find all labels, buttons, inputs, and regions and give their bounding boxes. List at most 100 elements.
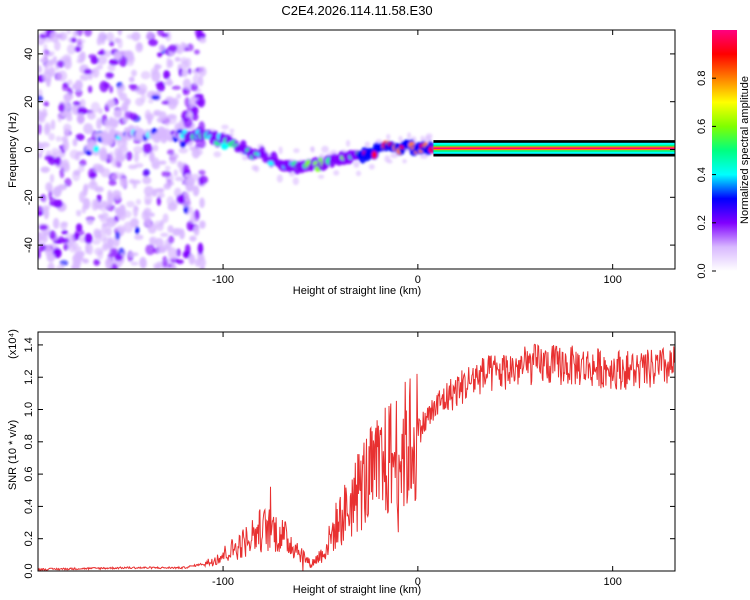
snr-y-tick-label: 1.4 — [23, 337, 35, 352]
heatmap-noise-blob — [101, 243, 109, 251]
heatmap-noise-blob — [41, 196, 48, 204]
heatmap-noise-blob — [152, 144, 159, 152]
snr-y-tick-label: 1.0 — [23, 402, 35, 417]
heatmap-noise-blob — [74, 79, 83, 91]
heatmap-noise-blob — [134, 163, 144, 168]
heatmap-noise-blob — [134, 206, 139, 212]
heatmap-noise-blob — [158, 248, 166, 254]
heatmap-noise-blob — [90, 101, 101, 113]
heatmap-noise-blob — [194, 49, 200, 55]
heatmap-noise-blob — [114, 207, 122, 215]
heatmap-noise-blob — [151, 189, 158, 197]
heatmap-noise-blob — [107, 64, 116, 72]
heatmap-noise-blob — [187, 67, 192, 75]
heatmap-noise-blob — [198, 169, 206, 176]
heatmap-x-tick-label: 100 — [603, 274, 621, 286]
heatmap-noise-blob — [101, 222, 110, 227]
heatmap-noise-blob — [184, 244, 191, 255]
heatmap-noise-blob — [52, 189, 63, 195]
snr-x-tick-label: 0 — [415, 576, 421, 588]
heatmap-noise-blob — [318, 174, 325, 179]
heatmap-noise-blob — [174, 56, 181, 62]
heatmap-noise-blob — [43, 207, 50, 220]
heatmap-noise-blob — [139, 258, 147, 269]
heatmap-noise-blob — [76, 39, 86, 44]
heatmap-noise-blob — [60, 221, 69, 227]
heatmap-noise-blob — [140, 71, 151, 80]
heatmap-noise-blob — [108, 40, 115, 47]
heatmap-noise-blob — [198, 37, 207, 44]
heatmap-noise-blob — [53, 40, 61, 51]
heatmap-noise-blob — [74, 46, 82, 53]
heatmap-noise-blob — [38, 224, 48, 231]
heatmap-noise-blob — [144, 109, 152, 120]
heatmap-noise-blob — [38, 152, 43, 159]
heatmap-noise-blob — [63, 243, 69, 251]
heatmap-noise-blob — [63, 110, 72, 118]
snr-x-ticks: -100 0 100 — [212, 332, 622, 588]
heatmap-noise-blob — [99, 80, 109, 93]
heatmap-noise-blob — [186, 220, 194, 231]
heatmap-noise-blob — [48, 51, 55, 56]
heatmap-noise-blob — [79, 159, 87, 167]
heatmap-noise-blob — [142, 176, 152, 185]
heatmap-noise-blob — [168, 235, 175, 244]
heatmap-noise-blob — [59, 167, 65, 179]
heatmap-noise-blob — [94, 167, 101, 172]
heatmap-noise-blob — [70, 37, 77, 43]
heatmap-noise-blob — [119, 105, 129, 112]
heatmap-noise-blob — [390, 153, 399, 159]
heatmap-noise-blob — [345, 139, 351, 147]
heatmap-noise-blob — [142, 142, 153, 154]
heatmap-noise-blob — [420, 135, 425, 143]
heatmap-noise-blob — [191, 113, 199, 121]
snr-y-multiplier: (x10⁴) — [7, 329, 19, 359]
heatmap-noise-blob — [154, 111, 159, 116]
heatmap-x-label: Height of straight line (km) — [293, 285, 421, 297]
heatmap-noise-blob — [48, 133, 55, 141]
heatmap-noise-blob — [114, 254, 123, 261]
heatmap-noise-blob — [105, 72, 114, 79]
heatmap-noise-blob — [156, 187, 165, 193]
heatmap-noise-blob — [111, 174, 118, 181]
heatmap-noise-blob — [99, 149, 108, 162]
heatmap-noise-blob — [61, 237, 70, 244]
heatmap-noise-blob — [167, 225, 174, 233]
heatmap-noise-blob — [84, 30, 92, 37]
heatmap-noise-blob — [63, 93, 72, 102]
heatmap-noise-blob — [115, 231, 121, 241]
heatmap-noise-blob — [149, 236, 158, 244]
heatmap-noise-blob — [162, 213, 169, 223]
heatmap-noise-blob — [43, 101, 50, 107]
heatmap-noise-blob — [125, 151, 133, 161]
heatmap-noise-blob — [160, 232, 169, 238]
heatmap-noise-blob — [169, 158, 177, 164]
heatmap-noise-blob — [93, 199, 100, 210]
heatmap-noise-blob — [64, 177, 72, 187]
heatmap-noise-blob — [229, 128, 235, 133]
heatmap-noise-blob — [292, 177, 300, 186]
heatmap-y-ticks: -40 -20 0 20 40 — [23, 48, 675, 253]
heatmap-noise-blob — [175, 259, 184, 265]
heatmap-noise-blob — [161, 100, 170, 105]
heatmap-noise-blob — [72, 101, 82, 106]
heatmap-noise-blob — [131, 69, 137, 77]
heatmap-noise-blob — [92, 239, 101, 245]
heatmap-noise-blob — [50, 119, 56, 131]
snr-x-tick-label: 100 — [603, 576, 621, 588]
heatmap-noise-blob — [174, 176, 185, 182]
heatmap-noise-blob — [407, 132, 412, 140]
snr-x-label: Height of straight line (km) — [293, 584, 421, 596]
heatmap-noise-blob — [79, 51, 86, 62]
heatmap-noise-blob — [168, 99, 178, 110]
heatmap-noise-blob — [56, 60, 65, 68]
heatmap-noise-blob — [165, 243, 171, 252]
heatmap-noise-blob — [61, 230, 69, 235]
snr-series-line — [38, 343, 675, 571]
heatmap-noise-blob — [183, 117, 193, 129]
heatmap-noise-blob — [168, 44, 178, 52]
heatmap-noise-blob — [148, 212, 155, 217]
heatmap-x-tick-label: 0 — [415, 274, 421, 286]
heatmap-noise-blob — [66, 44, 76, 55]
heatmap-noise-blob — [419, 154, 428, 159]
